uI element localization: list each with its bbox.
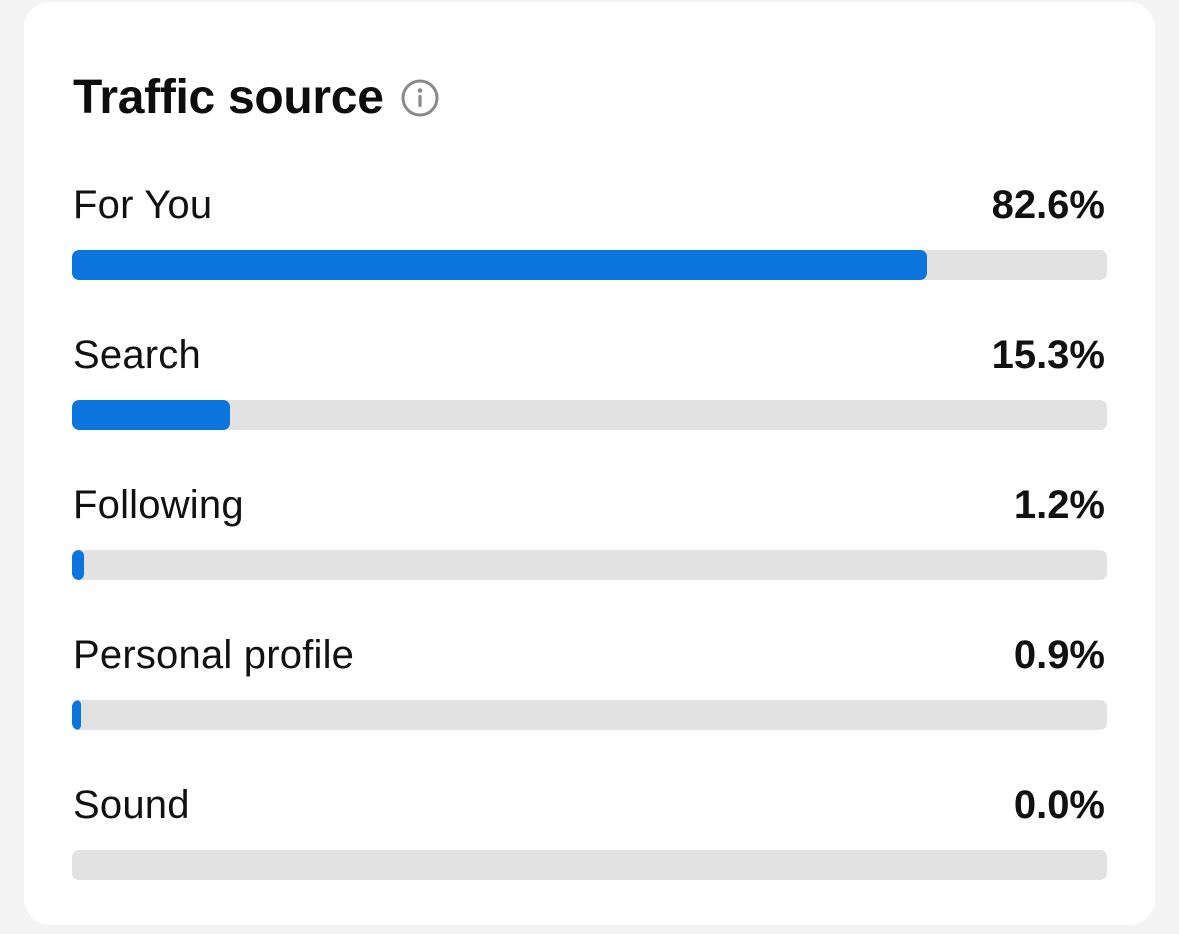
info-icon[interactable]	[400, 78, 440, 118]
source-label: Personal profile	[73, 633, 355, 677]
source-row-following: Following 1.2%	[72, 472, 1107, 622]
progress-track	[72, 850, 1107, 880]
card-header: Traffic source	[73, 68, 440, 128]
source-row-personal-profile: Personal profile 0.9%	[72, 622, 1107, 772]
progress-track	[72, 700, 1107, 730]
source-row-search: Search 15.3%	[72, 322, 1107, 472]
progress-track	[72, 400, 1107, 430]
progress-track	[72, 250, 1107, 280]
progress-fill	[72, 250, 927, 280]
source-row-for-you: For You 82.6%	[72, 172, 1107, 322]
progress-fill	[72, 400, 231, 430]
source-row-sound: Sound 0.0%	[72, 772, 1107, 922]
source-label: For You	[73, 183, 213, 227]
source-percentage: 0.0%	[1013, 783, 1105, 827]
source-label: Following	[73, 483, 244, 527]
source-percentage: 82.6%	[991, 183, 1105, 227]
progress-fill	[72, 550, 85, 580]
source-label: Sound	[73, 783, 190, 827]
progress-track	[72, 550, 1107, 580]
source-percentage: 1.2%	[1013, 483, 1105, 527]
traffic-source-list: For You 82.6% Search 15.3% Following 1.2…	[72, 172, 1107, 922]
progress-fill	[72, 700, 82, 730]
card-title: Traffic source	[73, 71, 384, 124]
source-label: Search	[73, 333, 201, 377]
traffic-source-card: Traffic source For You 82.6% Search 15.3…	[24, 2, 1155, 925]
source-percentage: 0.9%	[1013, 633, 1105, 677]
source-percentage: 15.3%	[991, 333, 1105, 377]
